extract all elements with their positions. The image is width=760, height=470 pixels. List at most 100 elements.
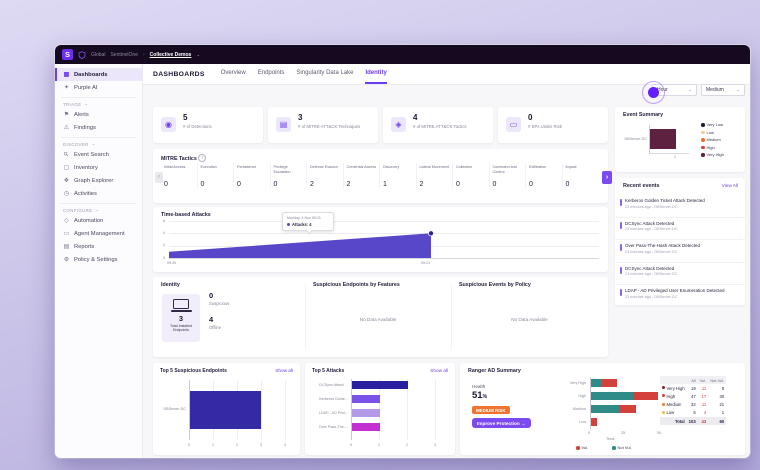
scroll-right-chevron[interactable]: ›: [602, 171, 612, 184]
sentinelone-logo-icon[interactable]: S: [62, 49, 73, 60]
event-accent-bar: [620, 199, 622, 206]
sidebar-item-dashboards[interactable]: ▦ Dashboards: [55, 68, 142, 81]
severity-select[interactable]: Medium ⌄: [701, 84, 745, 96]
chevron-down-icon: ⌄: [91, 141, 96, 146]
mitre-column: Credential Access 2: [344, 163, 380, 188]
x-tick: 25: [621, 431, 626, 435]
legend-item: Low: [701, 129, 724, 137]
show-all-link[interactable]: Show all: [430, 368, 448, 373]
site-selector[interactable]: Collective Demos: [149, 51, 192, 58]
total-endpoints-value: 3: [178, 314, 184, 323]
y-axis: [649, 125, 650, 153]
x-tick: 1: [378, 443, 381, 447]
top-navbar: S Global SentinelOne › Collective Demos …: [55, 45, 750, 64]
x-tick: 4: [284, 443, 287, 447]
time-based-attacks-card: Time-based Attacks 6 4 2 0 09:20 09:21 M…: [153, 207, 608, 272]
sidebar-item-reports[interactable]: ▤ Reports: [63, 243, 95, 251]
improve-protection-button[interactable]: Improve Protection →: [472, 418, 531, 428]
sidebar-item-event-search[interactable]: ⚲ Event Search: [63, 151, 109, 159]
table-header-row: All Vul. Not-Vul.: [660, 376, 727, 385]
x-axis: [649, 153, 689, 154]
mitre-column: Initial Access 0: [161, 163, 198, 188]
suspicious-value: 0: [209, 291, 214, 300]
attack-label: DCSync Attack ...: [319, 383, 348, 387]
x-tick: 0: [350, 443, 353, 447]
sidebar-section-configure[interactable]: CONFIGURE ⌄: [63, 207, 100, 213]
mitre-column: Privilege Escalation 0: [271, 163, 307, 188]
attack-label: Over Pass-The-...: [318, 425, 348, 429]
sidebar-item-inventory[interactable]: ▢ Inventory: [63, 164, 98, 172]
mitre-column: Exfiltration 0: [526, 163, 563, 188]
series-dot-icon: [287, 223, 290, 226]
sidebar-item-graph-explorer[interactable]: ❖ Graph Explorer: [63, 177, 114, 185]
event-list-item[interactable]: DCSync Attack Detected 23 minutes ago - …: [615, 218, 745, 240]
endpoint-bar[interactable]: [190, 391, 261, 429]
x-tick: 3: [434, 443, 437, 447]
category-label: DBServer-DC: [624, 137, 647, 141]
x-tick: 3: [260, 443, 263, 447]
gridline: [435, 379, 436, 440]
top-suspicious-endpoints-card: Top 5 Suspicious Endpoints Show all DBSe…: [153, 363, 300, 455]
stat-label: # of Detections: [183, 124, 212, 129]
stat-card-mitre-techniques: ▤ 3 # of MITRE ATT&CK Techniques: [268, 107, 378, 143]
gridline: [169, 233, 599, 235]
divider: [451, 285, 452, 349]
show-all-link[interactable]: Show all: [275, 368, 293, 373]
sidebar-item-purple-ai[interactable]: ✦ Purple AI: [55, 81, 142, 94]
view-all-link[interactable]: View All: [721, 183, 738, 188]
stat-card-mitre-tactics: ◈ 4 # of MITRE ATT&CK Tactics: [383, 107, 493, 143]
gridline: [407, 379, 408, 440]
tab-identity[interactable]: Identity: [365, 64, 387, 84]
chevron-down-icon: ⌄: [688, 87, 692, 92]
tab-overview[interactable]: Overview: [220, 70, 246, 76]
sidebar-item-activities[interactable]: ◷ Activities: [63, 190, 97, 198]
x-tick: 2: [236, 443, 239, 447]
sidebar-item-agent-management[interactable]: ▭ Agent Management: [63, 230, 125, 238]
sidebar-item-findings[interactable]: ⚠ Findings: [63, 124, 96, 132]
gear-icon: ⚙: [63, 257, 70, 263]
scroll-left-chevron[interactable]: ‹: [155, 172, 163, 183]
attack-bar[interactable]: [352, 381, 408, 389]
tab-singularity-data-lake[interactable]: Singularity Data Lake: [296, 70, 354, 76]
attack-bar[interactable]: [352, 423, 380, 431]
vul-segment: [601, 379, 618, 387]
mitre-column: Command and Control 0: [490, 163, 526, 188]
event-list-item[interactable]: Over Pass-The-Hash Attack Detected 23 mi…: [615, 240, 745, 263]
chevron-down-icon: ⌄: [84, 101, 89, 106]
event-bar[interactable]: [650, 129, 676, 149]
legend-dot-icon: [701, 145, 705, 149]
card-title: Suspicious Endpoints by Features: [313, 282, 400, 288]
empty-state-text: No Data Available: [359, 317, 397, 322]
event-list-item[interactable]: LDAP - AD Privileged User Enumeration De…: [615, 285, 745, 307]
category-label: Very High: [570, 381, 586, 385]
empty-state-text: No Data Available: [511, 317, 548, 322]
inventory-box-icon: ▢: [63, 165, 70, 171]
event-list-item[interactable]: Kerberos Golden Ticket Attack Detected 2…: [615, 195, 745, 218]
vul-segment: [633, 392, 658, 400]
attack-bar[interactable]: [352, 409, 380, 417]
attack-bar[interactable]: [352, 395, 380, 403]
mitre-tactics-card: MITRE Tactics ? Initial Access 0 Executio…: [153, 149, 612, 203]
sidebar-section-discover[interactable]: DISCOVER ⌄: [63, 141, 96, 147]
stat-label: # EPs Under Risk: [528, 124, 562, 129]
sidebar-item-policy-settings[interactable]: ⚙ Policy & Settings: [63, 256, 118, 264]
stat-value: 4: [413, 113, 418, 122]
attacks-area-chart[interactable]: [169, 221, 435, 259]
legend-dot-icon: [576, 446, 580, 450]
not-vul-segment: [590, 405, 621, 413]
sidebar-item-alerts[interactable]: ⚑ Alerts: [63, 111, 89, 119]
gridline: [285, 380, 286, 440]
divider: [305, 285, 306, 349]
org-label: SentinelOne: [110, 51, 138, 58]
help-icon[interactable]: ?: [198, 154, 207, 162]
event-list-item[interactable]: DCSync Attack Detected 23 minutes ago - …: [615, 263, 745, 285]
legend-item: High: [701, 144, 724, 152]
suspicious-label: Suspicious: [209, 301, 230, 306]
sidebar-item-automation[interactable]: ◇ Automation: [64, 217, 104, 225]
event-accent-bar: [620, 221, 622, 229]
cursor-click-dot: [647, 86, 659, 98]
sidebar-section-triage[interactable]: TRIAGE ⌄: [63, 101, 89, 107]
ranger-summary-table: All Vul. Not-Vul. Very High 19 11 8 High…: [660, 376, 727, 426]
tab-endpoints[interactable]: Endpoints: [257, 70, 285, 76]
findings-warning-icon: ⚠: [63, 125, 70, 131]
